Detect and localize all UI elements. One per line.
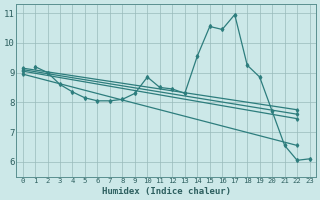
X-axis label: Humidex (Indice chaleur): Humidex (Indice chaleur) [101,187,231,196]
